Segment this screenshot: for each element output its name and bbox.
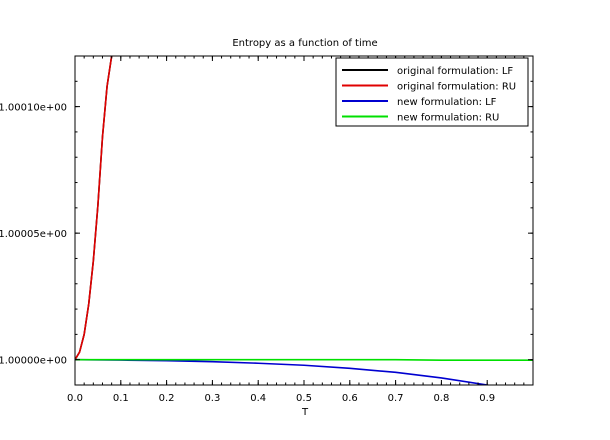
y-tick-label: 1.00010e+00 <box>0 103 67 114</box>
x-tick-label: 0.9 <box>479 393 495 404</box>
legend-label: new formulation: RU <box>397 113 499 124</box>
x-axis-label: T <box>301 407 309 418</box>
series-line-2 <box>75 56 113 361</box>
y-tick-label: 1.00000e+00 <box>0 356 67 367</box>
x-tick-label: 0.4 <box>250 393 266 404</box>
series-clip-group <box>75 56 533 385</box>
x-tick-label: 0.2 <box>159 393 175 404</box>
x-tick-label: 0.8 <box>433 393 449 404</box>
chart-title: Entropy as a function of time <box>232 38 377 49</box>
legend: original formulation: LF original formula… <box>335 57 529 127</box>
x-tick-label: 0.3 <box>204 393 220 404</box>
x-tick-label: 0.7 <box>388 393 404 404</box>
legend-label: original formulation: RU <box>397 82 516 93</box>
x-tick-label: 0.6 <box>342 393 358 404</box>
legend-label: original formulation: LF <box>397 66 513 77</box>
series-line-3 <box>75 358 492 385</box>
x-tick-label: 0.0 <box>67 393 83 404</box>
series-layer <box>75 56 533 385</box>
legend-label: new formulation: LF <box>397 97 497 108</box>
y-tick-label: 1.00005e+00 <box>0 229 67 240</box>
axes-layer: 0.0 0.1 0.2 0.3 0.4 0.5 0.6 0.7 0.8 0.9 1.00000e+0… <box>0 55 534 404</box>
series-line-4 <box>75 358 533 362</box>
x-tick-label: 0.5 <box>296 393 312 404</box>
x-tick-label: 0.1 <box>113 393 129 404</box>
